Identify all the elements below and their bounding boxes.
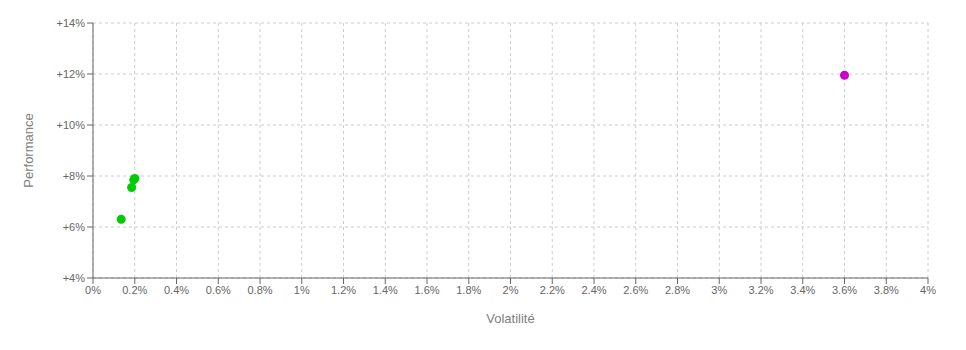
svg-text:2%: 2% [503,284,519,296]
svg-text:1.2%: 1.2% [331,284,356,296]
svg-text:+6%: +6% [63,221,86,233]
svg-text:+10%: +10% [57,119,86,131]
svg-text:2.4%: 2.4% [581,284,606,296]
svg-text:+12%: +12% [57,68,86,80]
svg-text:3.8%: 3.8% [874,284,899,296]
svg-text:2.2%: 2.2% [540,284,565,296]
svg-text:Volatilité: Volatilité [486,311,534,326]
svg-text:4%: 4% [920,284,936,296]
svg-text:+4%: +4% [63,272,86,284]
svg-text:1.6%: 1.6% [414,284,439,296]
svg-text:1.8%: 1.8% [456,284,481,296]
svg-text:2.6%: 2.6% [623,284,648,296]
svg-text:0%: 0% [85,284,101,296]
svg-text:3.2%: 3.2% [748,284,773,296]
svg-text:3%: 3% [711,284,727,296]
svg-text:0.6%: 0.6% [206,284,231,296]
svg-text:3.6%: 3.6% [832,284,857,296]
svg-text:0.8%: 0.8% [247,284,272,296]
svg-text:1%: 1% [294,284,310,296]
svg-text:1.4%: 1.4% [373,284,398,296]
svg-text:Performance: Performance [21,113,36,187]
svg-text:0.4%: 0.4% [164,284,189,296]
svg-text:+8%: +8% [63,170,86,182]
svg-text:+14%: +14% [57,17,86,29]
svg-text:3.4%: 3.4% [790,284,815,296]
svg-text:0.2%: 0.2% [122,284,147,296]
svg-text:2.8%: 2.8% [665,284,690,296]
